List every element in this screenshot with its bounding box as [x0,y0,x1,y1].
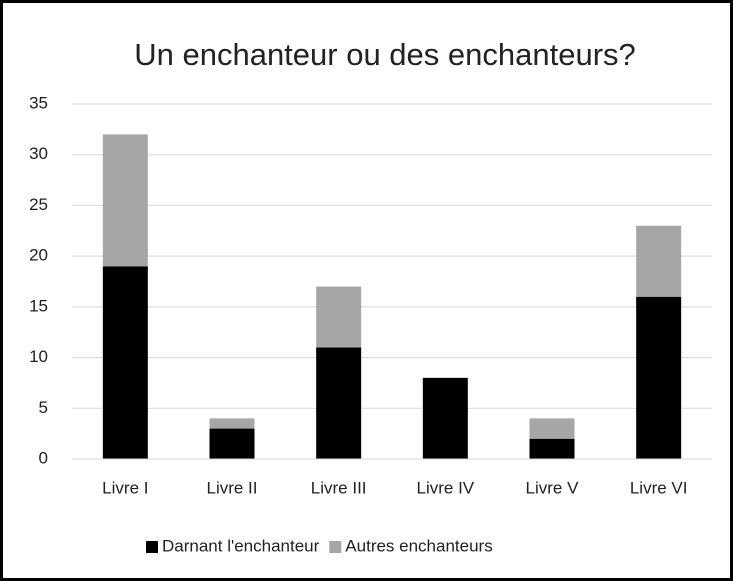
bar [102,266,148,459]
bar [529,418,575,439]
y-tick-label: 30 [29,144,48,163]
x-tick-label: Livre I [102,478,148,497]
x-tick-label: Livre V [526,478,580,497]
bar [102,134,148,267]
bar [316,347,362,459]
bar [422,377,468,459]
bar [209,428,255,459]
y-tick-label: 10 [29,347,48,366]
x-tick-label: Livre VI [630,478,688,497]
y-tick-label: 0 [39,448,48,467]
bar [636,225,682,297]
legend-swatch [146,541,158,553]
legend-label: Darnant l'enchanteur [162,536,320,555]
y-tick-label: 35 [29,93,48,112]
chart-title: Un enchanteur ou des enchanteurs? [134,37,636,72]
y-tick-label: 15 [29,296,48,315]
legend-swatch [329,541,342,553]
y-tick-label: 25 [29,195,48,214]
bar [209,418,255,429]
y-tick-label: 5 [39,398,48,417]
legend-label: Autres enchanteurs [345,536,492,555]
x-tick-label: Livre III [311,478,367,497]
bar [529,438,575,459]
x-tick-label: Livre IV [417,478,475,497]
y-tick-label: 20 [29,246,48,265]
bar [316,286,362,348]
bar [636,296,682,459]
x-tick-label: Livre II [206,478,257,497]
